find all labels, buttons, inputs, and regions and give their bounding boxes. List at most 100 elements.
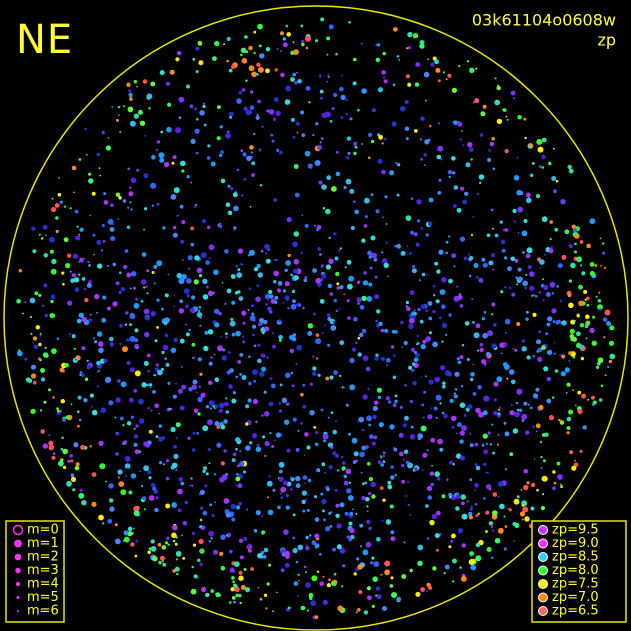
- star: [560, 483, 562, 486]
- star: [405, 74, 410, 79]
- star: [556, 285, 559, 288]
- star: [147, 407, 150, 410]
- star: [266, 480, 273, 487]
- star: [99, 174, 101, 177]
- star: [551, 292, 555, 295]
- star: [604, 374, 607, 377]
- star: [134, 370, 141, 377]
- star: [403, 449, 409, 455]
- star: [452, 463, 455, 466]
- star: [189, 104, 194, 109]
- star: [417, 307, 421, 312]
- star: [363, 610, 369, 615]
- star: [552, 147, 555, 150]
- star: [63, 237, 69, 243]
- star: [451, 533, 456, 539]
- star: [231, 64, 236, 70]
- horizon-circle: [3, 5, 629, 631]
- star: [418, 279, 422, 282]
- star: [365, 366, 371, 372]
- star: [287, 606, 291, 610]
- star: [414, 309, 416, 312]
- star: [326, 487, 330, 492]
- star: [230, 274, 236, 279]
- star: [405, 215, 412, 222]
- star: [420, 587, 425, 592]
- star: [43, 283, 48, 288]
- star: [541, 154, 546, 159]
- star: [176, 214, 179, 217]
- star: [589, 218, 596, 225]
- star: [540, 456, 543, 459]
- star: [240, 47, 247, 53]
- star: [547, 316, 553, 322]
- star: [398, 59, 401, 61]
- star: [410, 425, 414, 429]
- star: [202, 219, 207, 224]
- star: [273, 270, 280, 277]
- star: [219, 476, 225, 483]
- star: [557, 474, 563, 480]
- star: [455, 453, 462, 459]
- star: [119, 130, 122, 133]
- star: [144, 135, 146, 137]
- star: [472, 392, 477, 396]
- star: [219, 105, 221, 107]
- star: [319, 253, 322, 256]
- star: [402, 423, 407, 428]
- star: [312, 268, 317, 273]
- star: [504, 228, 509, 232]
- legend-label: m=1: [27, 536, 59, 551]
- star: [253, 379, 256, 383]
- star: [126, 338, 130, 342]
- star: [425, 309, 429, 313]
- star: [30, 408, 36, 414]
- legend-label: m=4: [27, 577, 59, 592]
- star: [315, 333, 320, 337]
- star: [375, 209, 380, 214]
- star: [55, 229, 59, 233]
- star: [533, 458, 536, 460]
- star: [114, 523, 118, 527]
- star: [124, 456, 131, 462]
- star: [96, 311, 99, 314]
- star: [335, 171, 341, 177]
- star: [275, 110, 281, 117]
- star: [437, 79, 441, 83]
- star: [279, 409, 282, 413]
- star: [201, 586, 207, 593]
- star: [424, 164, 427, 167]
- star: [258, 317, 265, 324]
- star: [457, 528, 464, 534]
- star: [374, 275, 378, 279]
- star: [93, 337, 96, 340]
- star: [490, 208, 494, 212]
- star: [118, 196, 122, 200]
- star: [474, 463, 478, 467]
- star: [317, 247, 322, 251]
- star: [133, 442, 138, 447]
- star: [305, 86, 311, 91]
- star: [237, 464, 240, 468]
- star: [421, 272, 426, 277]
- star: [494, 233, 499, 238]
- star: [312, 366, 317, 371]
- star: [504, 318, 511, 325]
- star: [574, 250, 577, 254]
- star: [252, 333, 255, 337]
- star: [172, 539, 176, 543]
- star: [373, 258, 377, 262]
- star: [210, 161, 216, 167]
- star: [119, 416, 124, 421]
- star: [256, 62, 261, 67]
- star: [423, 416, 425, 419]
- star: [451, 87, 457, 93]
- star: [333, 572, 337, 576]
- star: [150, 182, 157, 189]
- star: [202, 510, 208, 516]
- star: [347, 151, 351, 155]
- star: [325, 526, 331, 532]
- star: [322, 509, 325, 513]
- star: [516, 388, 523, 395]
